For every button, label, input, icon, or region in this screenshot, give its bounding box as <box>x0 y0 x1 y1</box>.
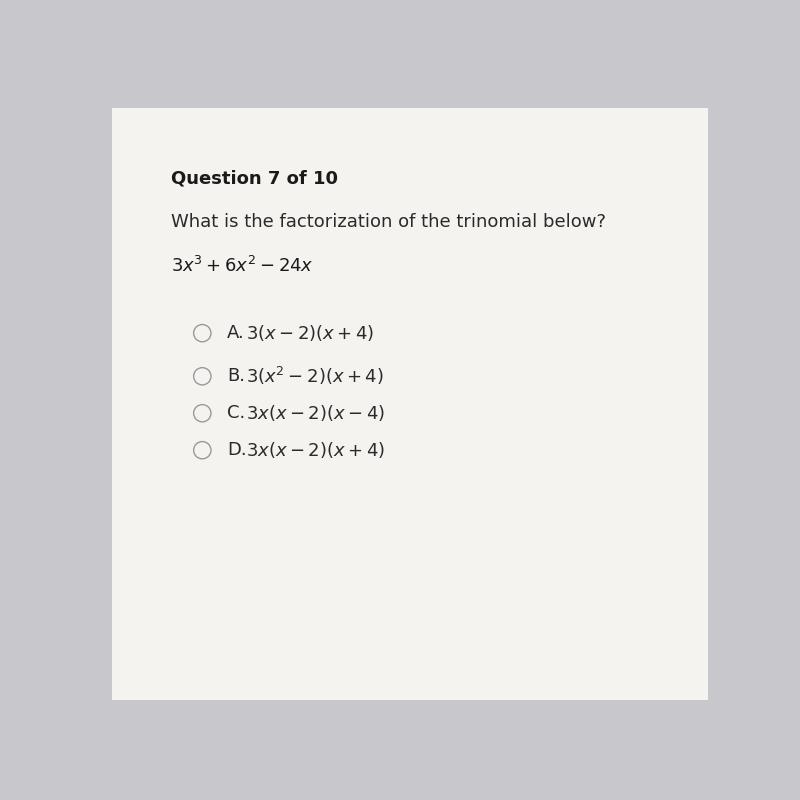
Text: B.: B. <box>227 367 245 386</box>
Text: $3(x^2 - 2)(x + 4)$: $3(x^2 - 2)(x + 4)$ <box>246 366 383 387</box>
Text: $3x(x - 2)(x + 4)$: $3x(x - 2)(x + 4)$ <box>246 440 385 460</box>
Text: $3(x - 2)(x + 4)$: $3(x - 2)(x + 4)$ <box>246 323 374 343</box>
Text: $3x^3 + 6x^2 - 24x$: $3x^3 + 6x^2 - 24x$ <box>171 256 314 276</box>
Text: A.: A. <box>227 324 245 342</box>
FancyBboxPatch shape <box>112 108 708 700</box>
Text: $3x(x - 2)(x - 4)$: $3x(x - 2)(x - 4)$ <box>246 403 385 423</box>
Text: Question 7 of 10: Question 7 of 10 <box>171 170 338 188</box>
Circle shape <box>194 405 211 422</box>
Circle shape <box>194 442 211 459</box>
Circle shape <box>194 325 211 342</box>
Text: C.: C. <box>227 404 246 422</box>
Text: What is the factorization of the trinomial below?: What is the factorization of the trinomi… <box>171 213 606 231</box>
Text: D.: D. <box>227 442 246 459</box>
Circle shape <box>194 368 211 385</box>
